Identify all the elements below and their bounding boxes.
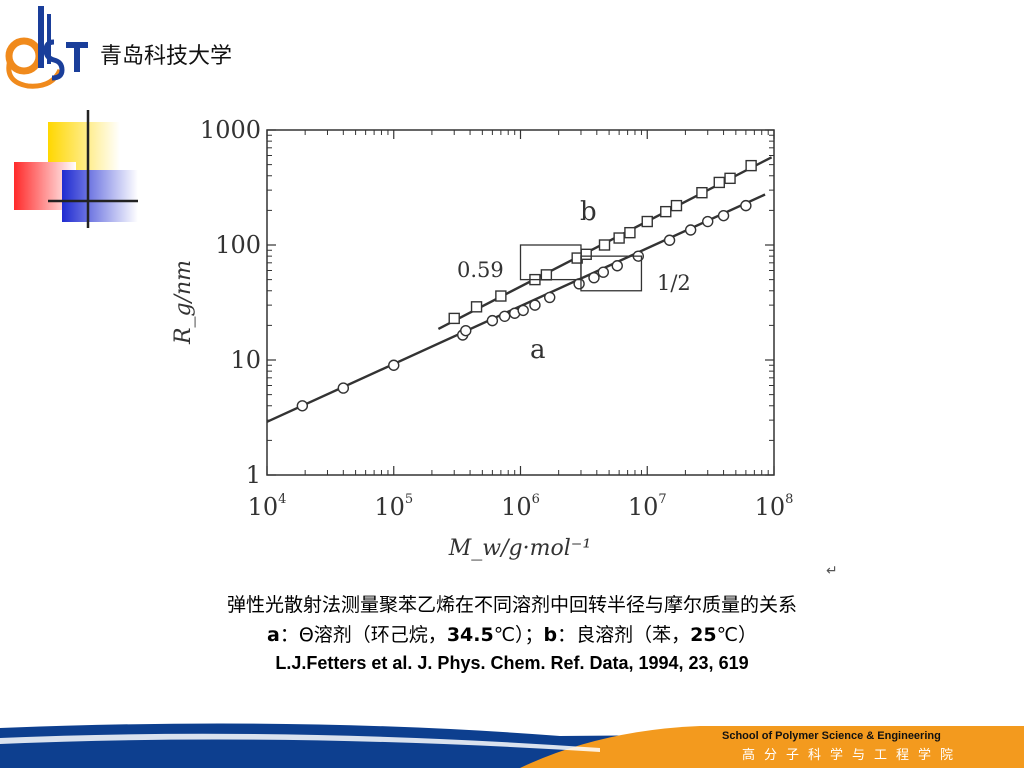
data-point-a <box>611 260 623 272</box>
x-tick-exponent: 8 <box>785 492 793 507</box>
x-tick-label: 106 <box>501 492 540 521</box>
x-tick-exponent: 6 <box>532 492 540 507</box>
caption-b-text: ：良溶剂（苯， <box>557 624 691 646</box>
data-point-a <box>460 324 472 337</box>
data-point-b <box>495 290 507 302</box>
x-tick-label: 104 <box>248 492 287 521</box>
slope-box-a <box>580 255 643 292</box>
deco-blue-square <box>62 170 138 222</box>
data-point-b <box>713 176 725 189</box>
university-name: 青岛科技大学 <box>100 44 233 69</box>
data-point-b <box>448 312 460 325</box>
slope-label-b: 0.59 <box>457 258 504 282</box>
y-tick-label: 1 <box>246 461 261 489</box>
x-tick-exponent: 7 <box>658 492 666 507</box>
x-tick-label: 105 <box>374 492 413 521</box>
x-tick-exponent: 5 <box>405 492 413 507</box>
data-point-a <box>684 224 697 236</box>
data-point-a <box>717 209 730 222</box>
caption-reference: L.J.Fetters et al. J. Phys. Chem. Ref. D… <box>275 653 749 673</box>
data-point-b <box>696 186 708 199</box>
data-point-a <box>296 400 309 412</box>
x-tick-base: 10 <box>374 493 405 521</box>
decorative-blocks <box>14 110 138 228</box>
return-mark-icon: ↵ <box>826 563 838 579</box>
data-point-a <box>544 291 556 304</box>
x-tick-label: 107 <box>628 492 667 521</box>
caption-b-unit: ℃） <box>716 624 757 646</box>
data-point-a <box>529 299 541 311</box>
y-tick-label: 1000 <box>200 116 261 144</box>
data-point-b <box>470 301 483 313</box>
data-point-b <box>540 269 553 281</box>
y-tick-label: 10 <box>230 346 261 374</box>
x-tick-base: 10 <box>248 493 279 521</box>
caption-title: 弹性光散射法测量聚苯乙烯在不同溶剂中回转半径与摩尔质量的关系 <box>226 594 797 616</box>
data-point-a <box>498 310 511 322</box>
data-point-b <box>580 248 592 261</box>
series-label-a: a <box>530 335 546 365</box>
footer-school-cn: 高分子科学与工程学院 <box>742 748 963 763</box>
data-point-b <box>641 215 653 228</box>
data-point-b <box>598 239 611 251</box>
x-axis-label: M_w/g·mol⁻¹ <box>448 536 591 561</box>
data-point-b <box>745 159 757 172</box>
x-tick-base: 10 <box>628 493 659 521</box>
slope-label-a: 1/2 <box>657 271 691 295</box>
x-tick-base: 10 <box>501 493 532 521</box>
caption-solvents: a：Θ溶剂（环己烷，34.5℃）；b：良溶剂（苯，25℃） <box>0 620 1024 647</box>
footer-banner <box>0 723 1024 768</box>
caption-b-temp: 25 <box>690 624 717 646</box>
x-tick-exponent: 4 <box>278 492 286 507</box>
qust-logo <box>5 6 88 89</box>
caption-a-label: a <box>267 624 280 646</box>
data-point-a <box>702 215 714 228</box>
y-tick-label: 100 <box>215 231 261 259</box>
caption-a-temp: 34.5 <box>446 624 494 646</box>
data-point-a <box>597 266 609 278</box>
y-axis-label: R_g/nm <box>171 260 196 345</box>
data-point-a <box>573 278 585 290</box>
x-tick-label: 108 <box>755 492 794 521</box>
data-point-a <box>517 304 529 317</box>
data-point-a <box>486 314 499 327</box>
data-point-b <box>624 226 636 239</box>
data-point-b <box>670 199 683 212</box>
caption-a-unit: ℃）； <box>493 624 544 646</box>
caption-a-text: ：Θ溶剂（环己烷， <box>279 624 447 646</box>
plot-frame <box>266 129 775 476</box>
data-point-b <box>613 232 625 244</box>
footer-school-en: School of Polymer Science & Engineering <box>722 730 941 742</box>
data-point-a <box>588 271 600 284</box>
data-point-a <box>740 199 752 212</box>
logo-graphic <box>5 6 88 89</box>
data-point-a <box>663 234 676 246</box>
caption-b-label: b <box>543 624 558 646</box>
data-point-b <box>724 172 736 185</box>
data-point-b <box>660 205 672 218</box>
series-label-b: b <box>580 197 597 227</box>
data-point-a <box>337 382 350 394</box>
data-point-a <box>388 359 400 371</box>
x-tick-base: 10 <box>755 493 786 521</box>
